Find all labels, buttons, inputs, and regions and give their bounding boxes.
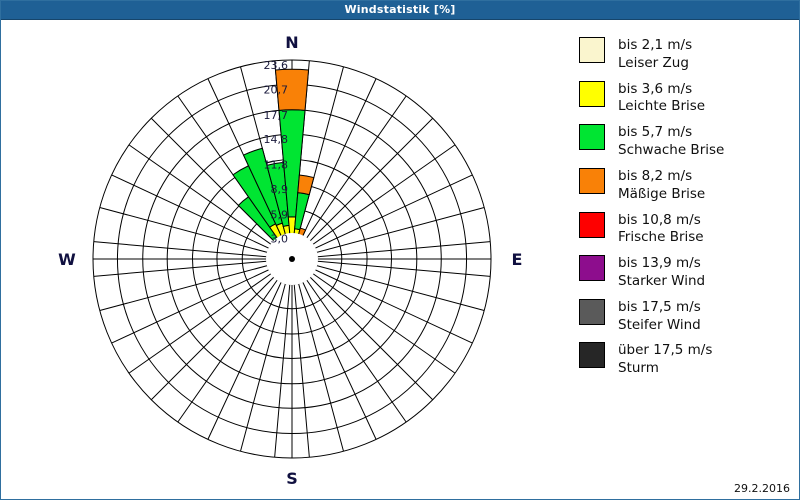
grid-spoke-27 — [93, 241, 293, 260]
compass-labels: N E S W — [58, 33, 522, 488]
petal-0-band-3 — [274, 68, 310, 111]
legend-name-7: Sturm — [618, 360, 659, 377]
grid-spoke-12 — [291, 258, 456, 374]
grid-spoke-22 — [150, 258, 293, 401]
grid-spoke-18 — [274, 258, 293, 458]
grid-spoke-4 — [291, 117, 434, 260]
window-title: Windstatistik [%] — [344, 2, 456, 16]
grid-spoke-10 — [291, 258, 485, 311]
grid-spoke-9 — [291, 258, 491, 277]
legend-name-4: Frische Brise — [618, 229, 704, 246]
legend-swatch-4 — [579, 211, 605, 238]
legend-swatch-3 — [579, 167, 605, 194]
grid-spoke-23 — [128, 258, 293, 374]
petal-group — [232, 68, 315, 260]
legend-speed-0: bis 2,1 m/s — [618, 37, 693, 53]
grid-spoke-2 — [291, 78, 377, 260]
compass-label-north: N — [285, 33, 298, 52]
radial-tick-label-3: 11,8 — [264, 159, 289, 172]
grid-spoke-20 — [207, 258, 293, 440]
legend-swatch-0 — [579, 37, 605, 63]
grid-spoke-28 — [99, 207, 293, 260]
grid-spoke-15 — [291, 258, 377, 440]
grid-spoke-14 — [291, 258, 407, 423]
compass-label-west: W — [58, 250, 76, 269]
grid-spoke-3 — [291, 95, 407, 260]
radial-tick-label-1: 5,9 — [271, 208, 289, 221]
legend-speed-7: über 17,5 m/s — [618, 342, 713, 359]
radial-tick-label-7: 23,6 — [264, 59, 289, 72]
window-title-bar: Windstatistik [%] — [1, 1, 799, 20]
wind-rose-chart: 3,0 5,9 8,9 11,8 14,8 17,7 20,7 23,6 N E S W — [58, 33, 522, 488]
radial-tick-label-2: 8,9 — [271, 183, 289, 196]
legend-name-2: Schwache Brise — [618, 142, 725, 159]
legend-swatch-1 — [579, 80, 605, 107]
center-point — [289, 256, 295, 262]
grid-spoke-25 — [99, 258, 293, 311]
grid-spoke-29 — [111, 174, 293, 260]
legend-name-0: Leiser Zug — [618, 54, 689, 71]
center-hole — [266, 233, 318, 285]
legend-item: bis 13,9 m/s Starker Wind — [579, 255, 794, 291]
legend-speed-6: bis 17,5 m/s — [618, 298, 701, 315]
grid-spoke-16 — [291, 258, 344, 452]
legend-item: bis 8,2 m/s Mäßige Brise — [579, 167, 794, 204]
petal-10-band-3 — [297, 174, 315, 196]
legend-item: bis 10,8 m/s Frische Brise — [579, 211, 794, 248]
legend-item: bis 3,6 m/s Leichte Brise — [579, 80, 794, 117]
legend-item: bis 5,7 m/s Schwache Brise — [579, 124, 794, 160]
legend: bis 2,1 m/s Leiser Zug bis 3,6 m/s Leich… — [579, 37, 794, 386]
grid-spoke-6 — [291, 174, 473, 260]
legend-speed-3: bis 8,2 m/s — [618, 167, 693, 184]
grid-spoke-24 — [111, 258, 293, 344]
compass-label-east: E — [512, 250, 523, 269]
legend-swatch-6 — [579, 298, 605, 325]
legend-speed-1: bis 3,6 m/s — [618, 80, 693, 97]
chart-canvas: 3,0 5,9 8,9 11,8 14,8 17,7 20,7 23,6 N E S W — [1, 20, 799, 499]
legend-swatch-5 — [579, 255, 605, 282]
legend-swatch-2 — [579, 124, 605, 151]
grid-spoke-19 — [240, 258, 293, 452]
radial-tick-label-4: 14,8 — [264, 133, 289, 146]
legend-item: bis 2,1 m/s Leiser Zug — [579, 37, 794, 73]
legend-speed-4: bis 10,8 m/s — [618, 211, 701, 228]
footer-date: 29.2.2016 — [734, 482, 790, 495]
grid-spoke-26 — [93, 258, 293, 277]
grid-spoke-30 — [128, 144, 293, 260]
radial-tick-label-0: 3,0 — [271, 233, 289, 246]
legend-name-1: Leichte Brise — [618, 98, 706, 115]
legend-name-5: Starker Wind — [618, 272, 706, 289]
grid-spoke-11 — [291, 258, 473, 344]
radial-tick-labels: 3,0 5,9 8,9 11,8 14,8 17,7 20,7 23,6 — [264, 59, 289, 246]
radial-tick-label-6: 20,7 — [264, 84, 289, 97]
radial-tick-label-5: 17,7 — [264, 109, 289, 122]
legend-item: über 17,5 m/s Sturm — [579, 342, 794, 378]
legend-name-6: Steifer Wind — [618, 316, 701, 333]
legend-speed-2: bis 5,7 m/s — [618, 124, 693, 141]
legend-swatch-7 — [579, 342, 605, 369]
grid-spoke-7 — [291, 207, 485, 260]
legend-item: bis 17,5 m/s Steifer Wind — [579, 298, 794, 335]
legend-name-3: Mäßige Brise — [618, 185, 706, 202]
legend-speed-5: bis 13,9 m/s — [618, 255, 701, 272]
grid-spoke-17 — [291, 258, 310, 458]
grid-spoke-5 — [291, 144, 456, 260]
grid-spoke-21 — [177, 258, 293, 423]
compass-label-south: S — [286, 469, 298, 488]
grid-spoke-13 — [291, 258, 434, 401]
grid-spoke-8 — [291, 241, 491, 260]
